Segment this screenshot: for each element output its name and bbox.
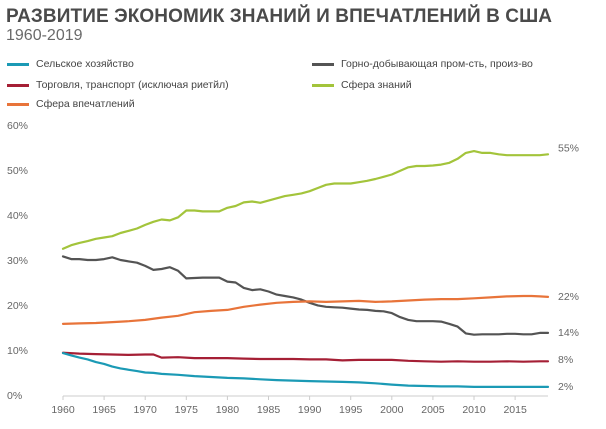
y-tick-label: 0% — [7, 390, 22, 402]
end-label-experience: 22% — [558, 291, 579, 303]
y-tick-label: 60% — [7, 120, 28, 132]
x-tick-label: 1990 — [298, 404, 322, 416]
end-label-trade: 8% — [558, 354, 573, 366]
chart-title: РАЗВИТИЕ ЭКОНОМИК ЗНАНИЙ И ВПЕЧАТЛЕНИЙ В… — [6, 6, 553, 27]
legend-item-agriculture: Сельское хозяйство — [7, 57, 134, 71]
legend-swatch-experience — [7, 102, 29, 106]
legend-item-trade: Торговля, транспорт (исключая риетйл) — [7, 78, 229, 92]
y-tick-label: 30% — [7, 255, 28, 267]
legend-label-experience: Сфера впечатлений — [36, 98, 135, 110]
x-tick-label: 1980 — [216, 404, 240, 416]
series-line-trade — [61, 351, 550, 363]
y-tick-label: 50% — [7, 165, 28, 177]
series-line-mining — [61, 255, 550, 336]
legend-label-agriculture: Сельское хозяйство — [36, 58, 134, 70]
x-tick-label: 1970 — [134, 404, 158, 416]
legend-swatch-trade — [7, 83, 29, 87]
series-line-experience — [61, 294, 550, 325]
x-tick-label: 2005 — [421, 404, 445, 416]
legend-swatch-agriculture — [7, 62, 29, 66]
x-tick-label: 1960 — [51, 404, 75, 416]
end-label-agriculture: 2% — [558, 381, 573, 393]
x-tick-label: 1995 — [339, 404, 363, 416]
legend-label-knowledge: Сфера знаний — [341, 79, 412, 91]
series-line-knowledge — [61, 150, 550, 250]
legend-label-trade: Торговля, транспорт (исключая риетйл) — [36, 79, 229, 91]
legend-item-knowledge: Сфера знаний — [312, 78, 412, 92]
end-label-knowledge: 55% — [558, 143, 579, 155]
x-tick-label: 1975 — [175, 404, 199, 416]
y-tick-label: 40% — [7, 210, 28, 222]
legend-swatch-knowledge — [312, 83, 334, 87]
x-tick-label: 2000 — [380, 404, 404, 416]
series-line-agriculture — [61, 352, 550, 388]
y-tick-label: 20% — [7, 300, 28, 312]
y-tick-label: 10% — [7, 345, 28, 357]
legend-label-mining: Горно-добывающая пром-сть, произ-во — [341, 58, 533, 70]
chart-subtitle: 1960-2019 — [6, 27, 83, 44]
end-label-mining: 14% — [558, 327, 579, 339]
legend-item-mining: Горно-добывающая пром-сть, произ-во — [312, 57, 533, 71]
x-tick-label: 1965 — [92, 404, 116, 416]
x-tick-label: 2010 — [462, 404, 486, 416]
x-tick-label: 1985 — [257, 404, 281, 416]
x-tick-label: 2015 — [503, 404, 527, 416]
legend-swatch-mining — [312, 62, 334, 66]
legend-item-experience: Сфера впечатлений — [7, 97, 135, 111]
